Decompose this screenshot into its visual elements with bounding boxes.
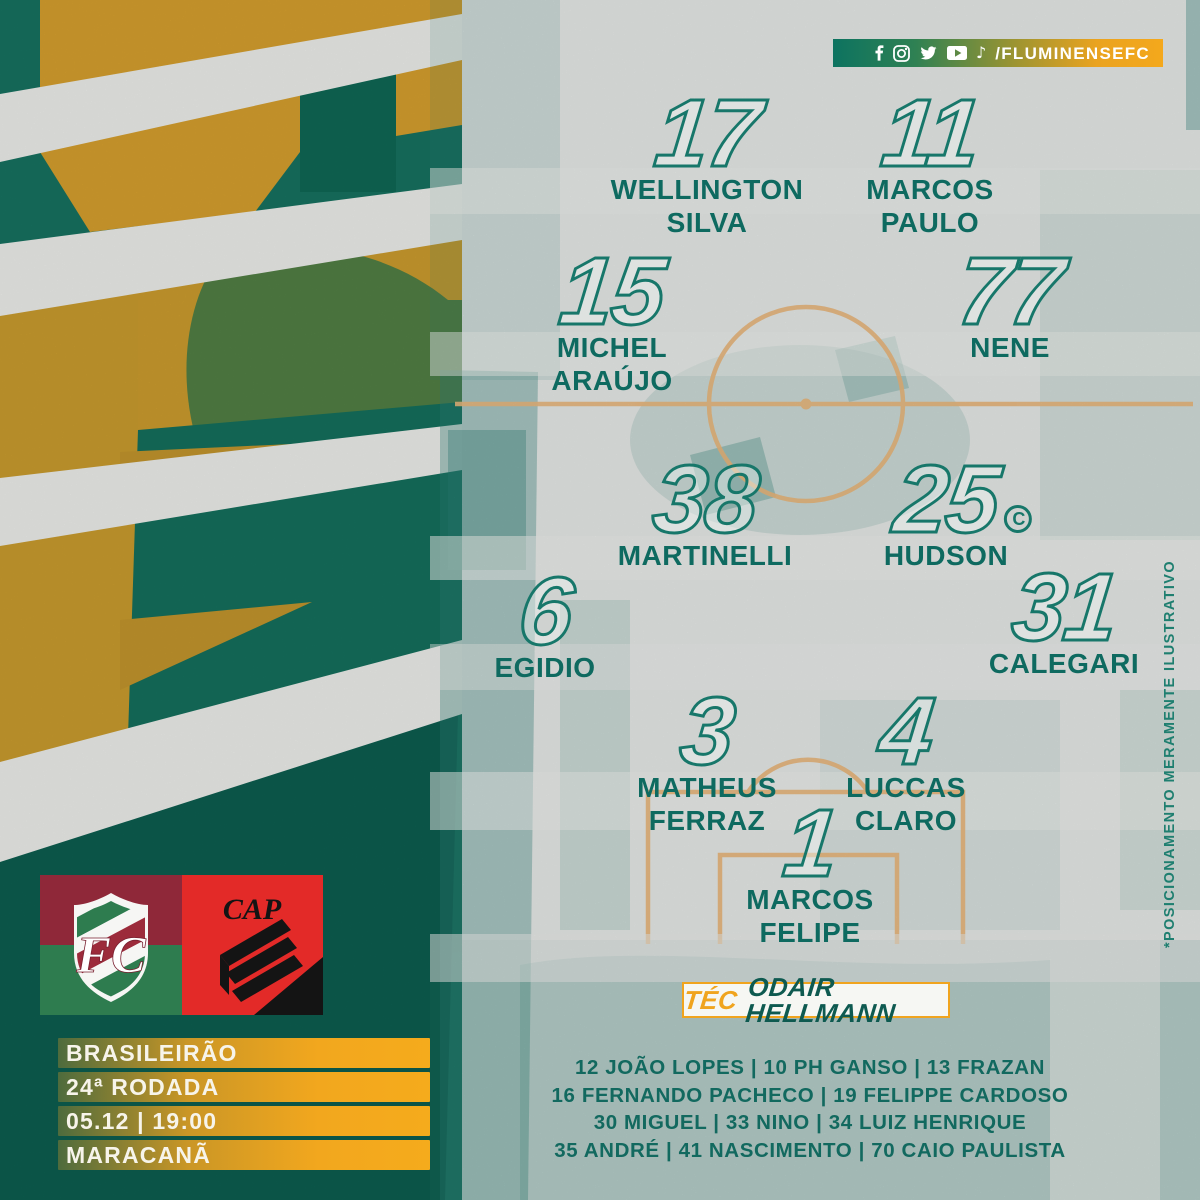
social-handle: /FLUMINENSEFC xyxy=(995,43,1150,63)
substitutes-line: 30 MIGUEL | 33 NINO | 34 LUIZ HENRIQUE xyxy=(593,1111,1027,1134)
player-name-line2: PAULO xyxy=(880,206,980,238)
coach-box: TÉC ODAIR HELLMANN xyxy=(682,972,950,1028)
player-25-hudson-captain: 25 C HUDSON xyxy=(884,445,1032,572)
player-name-line2: SILVA xyxy=(666,206,748,238)
competition-bar: BRASILEIRÃO xyxy=(58,1038,430,1068)
player-77-nene: 77 NENE xyxy=(952,237,1069,364)
player-number: 11 xyxy=(875,79,985,189)
player-number: 3 xyxy=(674,677,740,787)
player-15-michel-araujo: 15 MICHEL ARAÚJO xyxy=(551,237,673,397)
venue-bar: MARACANÃ xyxy=(58,1140,430,1170)
player-number: 25 C xyxy=(888,445,1032,555)
player-17-wellington-silva: 17 WELLINGTON SILVA xyxy=(611,79,804,239)
substitutes-line: 16 FERNANDO PACHECO | 19 FELIPPE CARDOSO xyxy=(551,1083,1069,1107)
substitutes-list: 12 JOÃO LOPES | 10 PH GANSO | 13 FRAZAN … xyxy=(410,1057,1200,1167)
player-number: 15 xyxy=(554,237,671,347)
player-name-line2: FELIPE xyxy=(759,916,861,948)
fluminense-crest: FC xyxy=(40,875,182,1015)
player-number: 77 xyxy=(952,237,1069,347)
social-banner: ♪ /FLUMINENSEFC xyxy=(833,39,1163,67)
fluminense-monogram: FC xyxy=(75,927,147,984)
substitutes-line: 35 ANDRÉ | 41 NASCIMENTO | 70 CAIO PAULI… xyxy=(554,1138,1066,1162)
player-number: 31 xyxy=(1006,553,1123,663)
captain-badge: C xyxy=(1003,504,1032,533)
instagram-icon xyxy=(893,44,910,62)
datetime-bar: 05.12 | 19:00 xyxy=(58,1106,430,1136)
coach-name: ODAIR HELLMANN xyxy=(743,972,897,1028)
player-name-line2: ARAÚJO xyxy=(551,364,673,396)
cap-monogram: CAP xyxy=(223,893,282,926)
player-number: 4 xyxy=(873,677,939,787)
player-31-calegari: 31 CALEGARI xyxy=(989,553,1139,680)
player-38-martinelli: 38 MARTINELLI xyxy=(618,445,793,572)
player-1-marcos-felipe: 1 MARCOS FELIPE xyxy=(746,789,873,949)
player-number: 38 xyxy=(647,445,764,555)
left-collage-shapes xyxy=(0,0,463,1200)
player-number: 6 xyxy=(512,557,578,667)
player-6-egidio: 6 EGIDIO xyxy=(494,557,595,684)
facebook-icon xyxy=(875,45,884,61)
player-number: 17 xyxy=(649,79,766,189)
match-info: BRASILEIRÃO 24ª RODADA 05.12 | 19:00 MAR… xyxy=(58,1038,430,1174)
round-bar: 24ª RODADA xyxy=(58,1072,430,1102)
youtube-icon xyxy=(946,46,967,60)
tiktok-icon: ♪ xyxy=(975,43,987,62)
player-number: 1 xyxy=(777,789,843,899)
light-bands xyxy=(430,168,1200,830)
player-11-marcos-paulo: 11 MARCOS PAULO xyxy=(866,79,993,239)
substitutes-line: 12 JOÃO LOPES | 10 PH GANSO | 13 FRAZAN xyxy=(574,1056,1046,1079)
coach-label: TÉC xyxy=(682,985,740,1015)
position-disclaimer: *POSICIONAMENTO MERAMENTE ILUSTRATIVO xyxy=(1162,560,1178,948)
matchup-logos: FC CAP xyxy=(40,875,324,1015)
athletico-paranaense-logo: CAP xyxy=(182,875,324,1015)
twitter-icon xyxy=(920,46,937,60)
